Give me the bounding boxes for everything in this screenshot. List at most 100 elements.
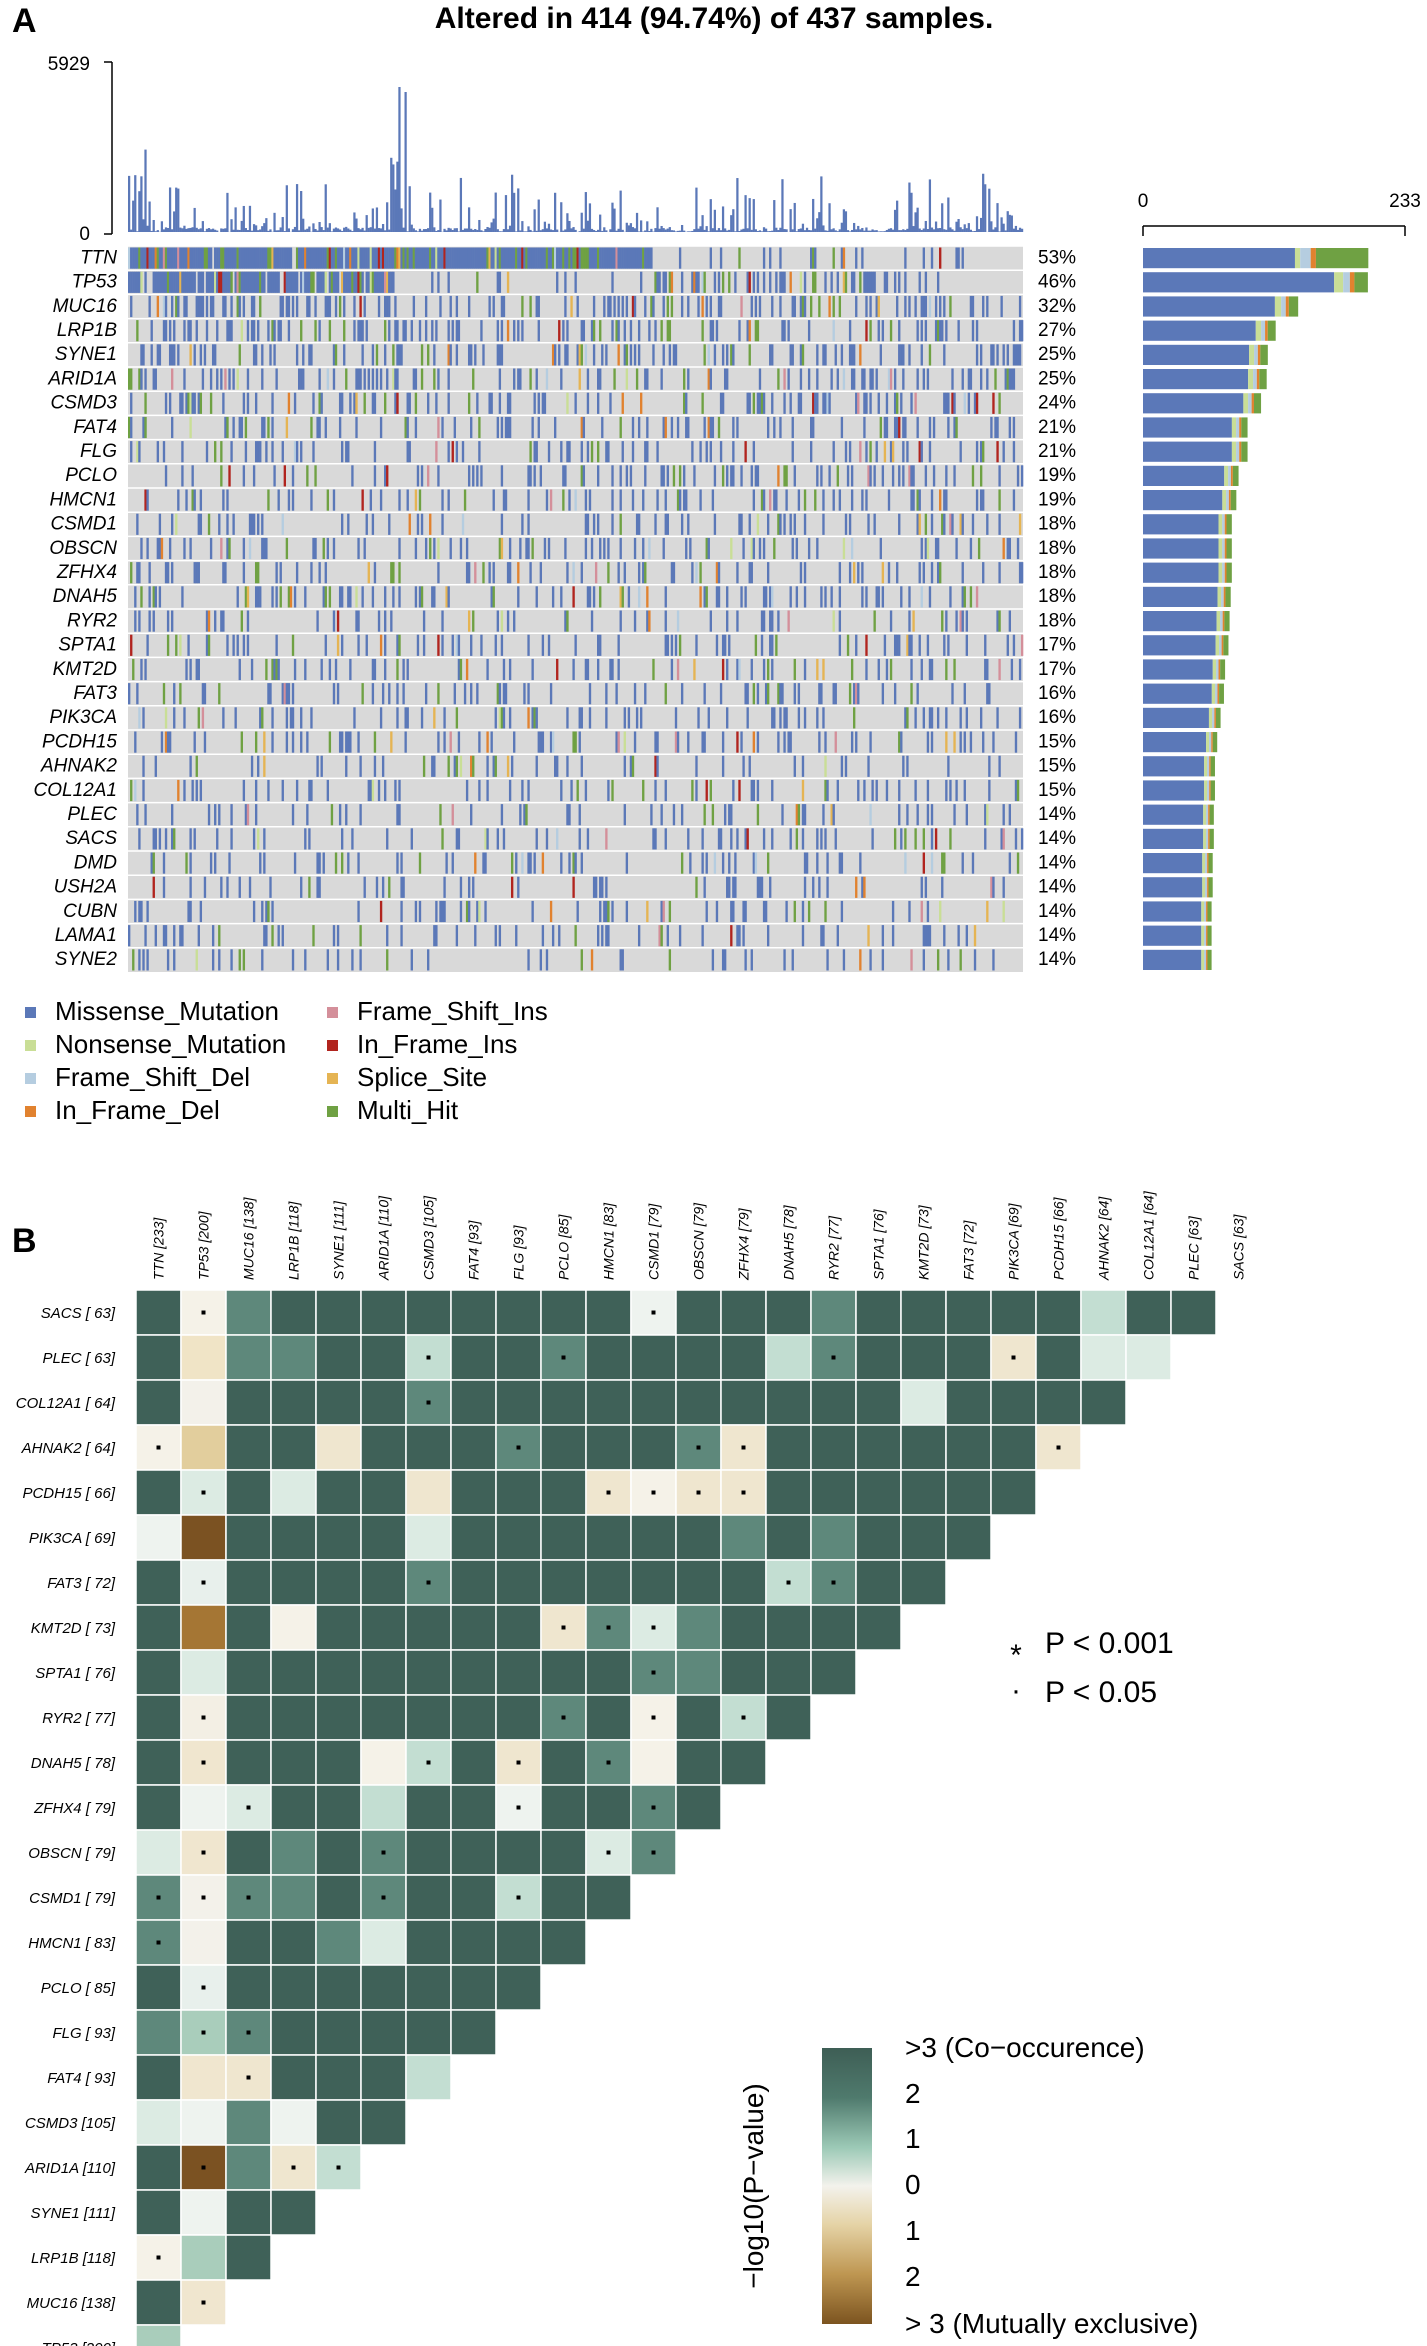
- mutation-cell: [531, 416, 534, 439]
- mutation-cell: [474, 852, 477, 874]
- mutation-cell: [601, 247, 604, 269]
- mutation-cell: [447, 392, 450, 414]
- interaction-column-label: SPTA1 [76]: [871, 1208, 887, 1280]
- significance-dot: [156, 1895, 161, 1900]
- interaction-cell: [1035, 1334, 1082, 1381]
- mutation-cell: [850, 368, 854, 390]
- count-bar-segment: [1253, 369, 1257, 390]
- tmb-bar: [644, 230, 647, 232]
- mutation-cell: [695, 755, 698, 777]
- mutation-cell: [166, 271, 170, 293]
- significance-dot: [156, 2255, 161, 2260]
- mutation-cell: [660, 465, 663, 487]
- mutation-cell: [676, 489, 680, 511]
- mutation-cell: [914, 295, 917, 318]
- tmb-bar: [705, 226, 708, 232]
- mutation-cell: [257, 755, 260, 777]
- mutation-cell: [209, 368, 213, 390]
- mutation-cell: [701, 320, 704, 342]
- mutation-cell: [267, 271, 270, 293]
- mutation-cell: [193, 247, 196, 269]
- mutation-cell: [214, 247, 217, 269]
- mutation-cell: [527, 949, 530, 971]
- mutation-cell: [715, 634, 719, 656]
- mutation-cell: [181, 925, 184, 947]
- mutation-cell: [824, 344, 827, 366]
- interaction-cell: [225, 1289, 272, 1336]
- interaction-cell: [720, 1514, 767, 1561]
- mutation-cell: [832, 804, 835, 826]
- mutation-cell: [420, 707, 424, 729]
- mutation-cell: [447, 441, 450, 463]
- mutation-cell: [738, 779, 741, 802]
- tmb-bar: [656, 207, 659, 232]
- mutation-cell: [527, 779, 530, 802]
- mutation-cell: [472, 755, 475, 777]
- mutation-cell: [986, 658, 989, 681]
- count-bar-segment: [1209, 780, 1211, 801]
- mutation-cell: [195, 562, 198, 584]
- significance-dot: [741, 1445, 746, 1450]
- mutation-cell: [996, 707, 999, 729]
- mutation-cell: [558, 320, 561, 342]
- mutation-cell: [414, 416, 418, 439]
- mutation-cell: [168, 731, 172, 753]
- mutation-cell: [560, 247, 563, 269]
- tmb-bar: [519, 230, 522, 232]
- mutation-cell: [584, 489, 588, 511]
- interaction-cell: [180, 1514, 227, 1561]
- mutation-cell: [1012, 441, 1016, 463]
- mutation-cell: [541, 392, 545, 414]
- mutation-cell: [394, 392, 397, 414]
- tmb-bar: [234, 207, 237, 232]
- mutation-cell: [453, 755, 456, 777]
- mutation-cell: [154, 925, 157, 947]
- interaction-row-label: ZFHX4 [ 79]: [33, 1800, 116, 1817]
- mutation-cell: [140, 537, 143, 560]
- mutation-cell: [687, 828, 690, 850]
- mutation-cell: [263, 852, 266, 874]
- mutation-cell: [592, 344, 596, 366]
- mutation-cell: [287, 586, 291, 608]
- mutation-cell: [295, 779, 299, 802]
- mutation-cell: [683, 489, 686, 511]
- interaction-cell: [270, 2054, 317, 2101]
- mutation-cell: [666, 320, 669, 342]
- percentage-label: 14%: [1038, 877, 1076, 898]
- tmb-bar: [738, 230, 741, 232]
- count-bar-segment: [1211, 683, 1216, 704]
- mutation-cell: [357, 368, 360, 390]
- mutation-cell: [943, 852, 946, 874]
- tmb-bar: [928, 179, 932, 232]
- mutation-cell: [850, 344, 854, 366]
- mutation-cell: [459, 755, 463, 777]
- mutation-cell: [662, 537, 665, 560]
- mutation-cell: [865, 441, 868, 463]
- mutation-cell: [138, 247, 141, 269]
- mutation-cell: [762, 247, 766, 269]
- mutation-cell: [150, 320, 153, 342]
- mutation-cell: [189, 900, 192, 923]
- interaction-column-label: KMT2D [73]: [916, 1204, 932, 1280]
- mutation-cell: [381, 876, 385, 898]
- mutation-cell: [171, 247, 174, 269]
- mutation-cell: [599, 247, 602, 269]
- mutation-cell: [803, 586, 807, 608]
- legend-label: In_Frame_Ins: [357, 1029, 517, 1059]
- mutation-cell: [580, 562, 583, 584]
- interaction-cell: [855, 1469, 902, 1516]
- mutation-cell: [912, 489, 915, 511]
- count-bar-segment: [1143, 659, 1213, 680]
- interaction-cell: [270, 1829, 317, 1876]
- mutation-cell: [973, 392, 977, 414]
- mutation-cell: [578, 368, 581, 390]
- mutation-cell: [388, 271, 391, 293]
- mutation-cell: [855, 731, 858, 753]
- mutation-cell: [617, 634, 620, 656]
- count-bar-OBSCN: [1143, 538, 1232, 559]
- mutation-cell: [338, 295, 342, 318]
- mutation-cell: [574, 247, 577, 269]
- mutation-cell: [754, 634, 758, 656]
- mutation-cell: [666, 295, 669, 318]
- mutation-cell: [455, 634, 459, 656]
